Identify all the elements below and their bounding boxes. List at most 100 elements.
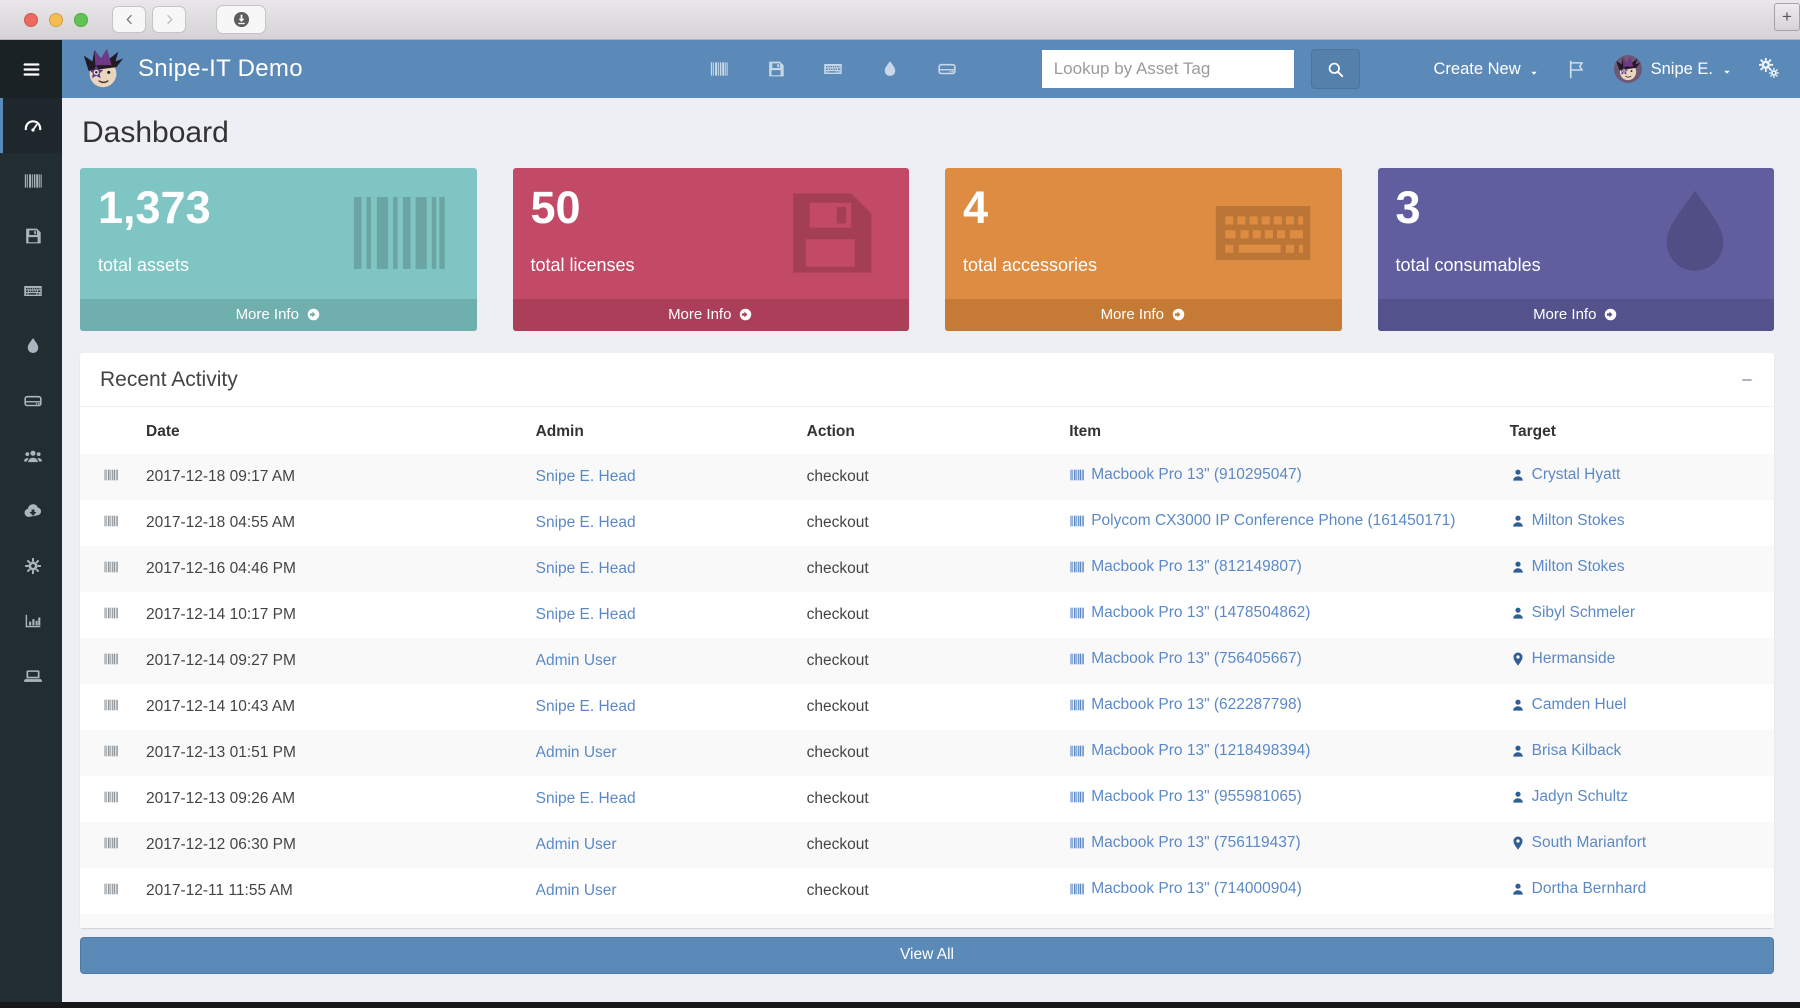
map-marker-icon <box>1510 651 1526 667</box>
punk-avatar-icon <box>80 46 126 92</box>
barcode-icon <box>1069 789 1085 805</box>
cell-action: checkout <box>806 698 869 715</box>
target-link[interactable]: Hermanside <box>1510 650 1615 668</box>
keyboard-icon[interactable] <box>823 59 843 79</box>
user-name: Snipe E. <box>1650 59 1713 78</box>
item-link[interactable]: Polycom CX3000 IP Conference Phone (1614… <box>1069 512 1455 530</box>
admin-link[interactable]: Admin User <box>535 652 617 669</box>
user-icon <box>1510 605 1526 621</box>
back-button[interactable] <box>112 6 146 33</box>
stat-card: 1,373 total assets More Info <box>80 168 477 331</box>
save-icon[interactable] <box>766 59 786 79</box>
window-corner-plus-button[interactable]: + <box>1774 3 1800 31</box>
admin-link[interactable]: Admin User <box>535 744 617 761</box>
more-info-link[interactable]: More Info <box>512 299 909 331</box>
more-info-link[interactable]: More Info <box>1377 299 1774 331</box>
target-link[interactable]: Camden Huel <box>1510 696 1626 714</box>
top-navbar: Snipe-IT Demo Create New <box>62 40 1800 98</box>
sidebar-item[interactable] <box>0 593 62 648</box>
stat-value: 50 <box>530 182 581 233</box>
item-link[interactable]: Macbook Pro 13" (622287798) <box>1069 696 1302 714</box>
sidebar-item[interactable] <box>0 483 62 538</box>
save-icon <box>767 179 893 287</box>
tint-icon[interactable] <box>880 59 900 79</box>
sidebar-item[interactable] <box>0 538 62 593</box>
sidebar-item[interactable] <box>0 648 62 703</box>
stat-value: 3 <box>1395 182 1421 233</box>
stat-card: 50 total licenses More Info <box>512 168 909 331</box>
more-info-link[interactable]: More Info <box>945 299 1342 331</box>
target-link[interactable]: Sibyl Schmeler <box>1510 604 1635 622</box>
cell-action: checkout <box>806 836 869 853</box>
download-circle-icon <box>232 10 251 29</box>
sidebar-item[interactable] <box>0 208 62 263</box>
target-link[interactable]: South Marianfort <box>1510 834 1646 852</box>
sidebar-item[interactable] <box>0 318 62 373</box>
target-link[interactable]: Milton Stokes <box>1510 512 1625 530</box>
search-button[interactable] <box>1310 49 1360 89</box>
brand[interactable]: Snipe-IT Demo <box>80 46 303 92</box>
hdd-icon[interactable] <box>937 59 957 79</box>
item-link[interactable]: Macbook Pro 13" (1218498394) <box>1069 742 1310 760</box>
target-link[interactable]: Milton Stokes <box>1510 558 1625 576</box>
admin-link[interactable]: Snipe E. Head <box>535 514 636 531</box>
sidebar-item[interactable] <box>0 428 62 483</box>
create-new-menu[interactable]: Create New <box>1434 60 1539 79</box>
stat-value: 1,373 <box>98 182 211 233</box>
admin-link[interactable]: Snipe E. Head <box>535 790 636 807</box>
target-link[interactable]: Dortha Bernhard <box>1510 880 1646 898</box>
settings-gears-button[interactable] <box>1759 57 1782 81</box>
admin-link[interactable]: Admin User <box>535 836 617 853</box>
sidebar-item[interactable] <box>0 153 62 208</box>
cell-date: 2017-12-14 10:17 PM <box>146 606 296 623</box>
arrow-circle-right-icon <box>738 307 753 322</box>
barcode-icon <box>103 559 119 575</box>
item-link[interactable]: Macbook Pro 13" (756405667) <box>1069 650 1302 668</box>
sidebar-item[interactable] <box>0 98 62 153</box>
item-link[interactable]: Macbook Pro 13" (714000904) <box>1069 880 1302 898</box>
table-row: 2017-12-13 01:51 PM Admin User checkout … <box>80 730 1774 776</box>
target-link[interactable]: Brisa Kilback <box>1510 742 1621 760</box>
item-link[interactable]: Macbook Pro 13" (1478504862) <box>1069 604 1310 622</box>
cell-date: 2017-12-13 09:26 AM <box>146 790 296 807</box>
close-window-button[interactable] <box>24 12 38 27</box>
barcode-icon <box>23 171 43 191</box>
asset-tag-search-input[interactable] <box>1041 50 1294 88</box>
map-marker-icon <box>1510 835 1526 851</box>
more-info-link[interactable]: More Info <box>80 299 477 331</box>
sidebar-item[interactable] <box>0 373 62 428</box>
caret-down-icon <box>1529 64 1539 75</box>
recent-activity-panel: Recent Activity Date Admin Action Item <box>80 353 1774 928</box>
admin-link[interactable]: Snipe E. Head <box>535 698 636 715</box>
user-menu[interactable]: Snipe E. <box>1613 55 1732 83</box>
column-header-target: Target <box>1509 423 1556 440</box>
user-icon <box>1510 881 1526 897</box>
sidebar-item[interactable] <box>0 263 62 318</box>
admin-link[interactable]: Snipe E. Head <box>535 606 636 623</box>
admin-link[interactable]: Admin User <box>535 882 617 899</box>
caret-down-icon <box>1722 64 1732 74</box>
zoom-window-button[interactable] <box>74 12 88 27</box>
view-all-button[interactable]: View All <box>80 937 1774 974</box>
forward-button[interactable] <box>152 6 186 33</box>
user-icon <box>1510 467 1526 483</box>
cloud-download-icon <box>23 501 43 521</box>
collapse-panel-button[interactable] <box>1740 373 1754 387</box>
target-link[interactable]: Crystal Hyatt <box>1510 466 1620 484</box>
item-link[interactable]: Macbook Pro 13" (812149807) <box>1069 558 1302 576</box>
navbar-right: Create New Snipe E. <box>1434 55 1783 83</box>
barcode-icon[interactable] <box>709 59 729 79</box>
target-link[interactable]: Jadyn Schultz <box>1510 788 1628 806</box>
downloads-button[interactable] <box>216 5 266 34</box>
minimize-window-button[interactable] <box>49 12 63 27</box>
admin-link[interactable]: Snipe E. Head <box>535 468 636 485</box>
item-link[interactable]: Macbook Pro 13" (955981065) <box>1069 788 1302 806</box>
item-link[interactable]: Macbook Pro 13" (910295047) <box>1069 466 1302 484</box>
partial-row <box>80 914 1774 928</box>
barcode-icon <box>1069 467 1085 483</box>
item-link[interactable]: Macbook Pro 13" (756119437) <box>1069 834 1301 852</box>
stat-value: 4 <box>963 182 989 233</box>
admin-link[interactable]: Snipe E. Head <box>535 560 636 577</box>
flag-button[interactable] <box>1566 59 1587 80</box>
sidebar-toggle-button[interactable] <box>0 40 62 98</box>
